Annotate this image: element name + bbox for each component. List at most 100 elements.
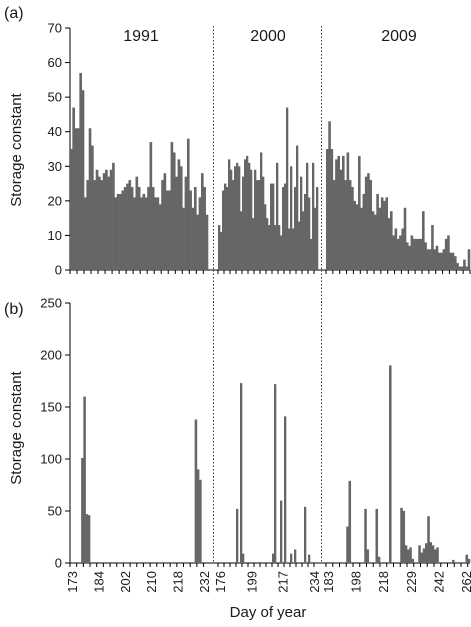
- bar-2009-46: [429, 542, 433, 563]
- panel-label-a: (a): [4, 5, 24, 22]
- bar-1991-12: [98, 176, 101, 270]
- x-tick-label: 202: [118, 571, 133, 593]
- bar-2000-26: [270, 183, 273, 270]
- bar-1991-34: [149, 142, 153, 270]
- bar-2009-32: [399, 235, 402, 270]
- bar-2000-42: [302, 211, 305, 270]
- bar-1991-22: [121, 190, 125, 270]
- bar-2009-23: [378, 207, 382, 270]
- y-tick-label: 70: [48, 21, 62, 36]
- bar-2009-54: [449, 252, 453, 270]
- y-tick-label: 200: [40, 348, 62, 363]
- bar-2009-57: [456, 263, 459, 270]
- bar-1991-54: [196, 214, 199, 270]
- bar-1991-57: [196, 469, 200, 563]
- bar-2000-29: [276, 162, 279, 270]
- bar-2009-42: [422, 211, 425, 270]
- bar-1991-4: [79, 72, 82, 270]
- bar-2009-44: [425, 543, 428, 563]
- bar-1991-49: [184, 176, 188, 270]
- bar-1991-56: [200, 173, 204, 270]
- bar-2000-14: [246, 155, 249, 270]
- panel-b: 0 50 100 150 200 250 173 184 202 210 218 232 176 199 2…: [40, 270, 471, 593]
- bar-2009-7: [342, 155, 345, 270]
- bar-2009-41: [418, 545, 421, 563]
- year-label-2009: 2009: [381, 28, 417, 45]
- bar-1991-6: [84, 197, 87, 270]
- bar-1991-33: [147, 187, 150, 270]
- y-tick-label: 40: [48, 124, 62, 139]
- bar-2009-12: [353, 200, 357, 270]
- bar-2000-35: [288, 228, 291, 270]
- bar-2009-60: [463, 259, 466, 270]
- bar-2009-9: [346, 526, 349, 563]
- bar-1991-1: [72, 107, 75, 270]
- x-tick-label: 217: [276, 571, 291, 593]
- bar-2009-62: [467, 249, 471, 270]
- bar-1991-7: [85, 514, 89, 563]
- bar-2000-47: [312, 162, 315, 270]
- bar-2009-17: [364, 176, 368, 270]
- bar-2000-39: [296, 145, 299, 270]
- bar-1991-9: [91, 145, 94, 270]
- bar-1991-17: [109, 169, 113, 270]
- bar-1991-56: [194, 419, 198, 563]
- bar-1991-42: [168, 190, 171, 270]
- bar-1991-15: [105, 169, 108, 270]
- y-tick-label: 30: [48, 159, 62, 174]
- bar-2000-23: [264, 204, 267, 270]
- bar-1991-57: [203, 187, 206, 270]
- x-tick-label: 262: [459, 571, 471, 593]
- bar-2000-31: [280, 235, 283, 270]
- x-tick-label: 218: [171, 571, 186, 593]
- bar-2000-22: [262, 176, 265, 270]
- x-tick-label: 176: [213, 571, 228, 593]
- bar-2000-1: [220, 231, 223, 270]
- bar-2009-50: [440, 252, 443, 270]
- bar-1991-19: [114, 197, 118, 270]
- bar-2009-40: [417, 238, 421, 270]
- bar-1991-25: [128, 180, 132, 270]
- x-axis-title: Day of year: [230, 604, 307, 621]
- bar-1991-23: [123, 187, 127, 270]
- bar-2000-27: [272, 553, 275, 563]
- bar-2009-56: [452, 559, 455, 563]
- bar-2009-47: [431, 545, 435, 563]
- bar-2009-8: [344, 180, 347, 270]
- bar-1991-29: [137, 187, 141, 270]
- x-tick-label: 198: [349, 571, 364, 593]
- bar-1991-31: [142, 193, 146, 270]
- bar-1991-18: [112, 162, 115, 270]
- bar-2000-33: [284, 416, 287, 563]
- bar-1991-27: [133, 197, 136, 270]
- bar-2009-28: [390, 211, 393, 270]
- bar-2009-37: [410, 235, 414, 270]
- x-tick-label: 218: [376, 571, 391, 593]
- bar-1991-26: [130, 187, 134, 270]
- bar-1991-36: [154, 197, 157, 270]
- panel-label-b: (b): [4, 301, 24, 318]
- bar-1991-7: [86, 180, 90, 270]
- bar-2000-11: [240, 383, 243, 563]
- bar-2009-15: [360, 207, 363, 270]
- bar-1991-13: [100, 180, 104, 270]
- y-axis-title-a: Storage constant: [8, 92, 25, 206]
- bar-2009-34: [402, 511, 406, 563]
- bar-2009-33: [401, 228, 405, 270]
- bar-2000-28: [274, 225, 277, 270]
- bar-2000-9: [236, 508, 239, 563]
- bar-2009-14: [358, 155, 361, 270]
- bar-2009-34: [403, 207, 407, 270]
- bar-2000-8: [234, 166, 237, 270]
- bar-2009-3: [332, 180, 336, 270]
- bar-2009-5: [337, 155, 341, 270]
- bar-2000-48: [314, 207, 317, 270]
- bar-2000-27: [272, 183, 275, 270]
- bar-1991-47: [179, 166, 183, 270]
- bar-1991-55: [198, 197, 202, 270]
- bar-2000-44: [306, 162, 309, 270]
- bar-2000-24: [266, 218, 269, 270]
- bar-2000-32: [282, 187, 285, 270]
- bar-1991-5: [81, 457, 84, 563]
